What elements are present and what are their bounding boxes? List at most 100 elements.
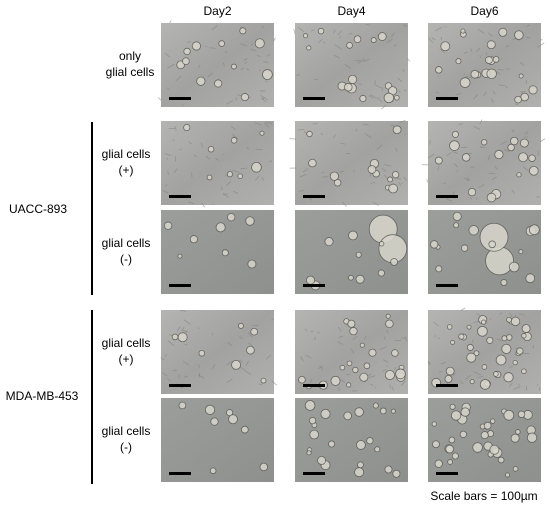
texture: [401, 182, 403, 185]
texture: [479, 55, 481, 59]
texture: [248, 332, 254, 339]
cell: [357, 461, 364, 469]
texture: [264, 122, 270, 128]
texture: [381, 104, 387, 110]
texture: [230, 126, 236, 130]
cell: [435, 265, 443, 273]
cell: [346, 360, 353, 367]
texture: [427, 360, 431, 366]
texture: [222, 192, 229, 198]
texture: [479, 146, 486, 149]
texture: [338, 335, 344, 338]
micrograph: [295, 310, 408, 394]
texture: [265, 354, 272, 360]
texture: [265, 121, 273, 125]
cell: [230, 137, 238, 144]
cell: [450, 339, 455, 345]
texture: [233, 190, 239, 194]
texture: [452, 151, 458, 154]
texture: [224, 50, 228, 53]
cell: [479, 379, 491, 390]
cell: [483, 421, 492, 430]
texture: [239, 336, 243, 339]
scale-bar: [169, 97, 191, 100]
cell: [515, 429, 521, 435]
cell: [492, 56, 500, 63]
cell: [528, 85, 538, 95]
cell: [302, 33, 309, 39]
cell: [196, 76, 206, 86]
texture: [261, 176, 265, 181]
texture: [477, 28, 485, 34]
cell: [226, 171, 233, 178]
cell: [490, 418, 496, 424]
texture: [197, 374, 205, 379]
texture: [398, 182, 402, 187]
cell: [384, 465, 393, 474]
texture: [473, 371, 482, 376]
texture: [463, 51, 469, 54]
texture: [220, 186, 223, 190]
scale-bar: [436, 195, 458, 198]
texture: [536, 384, 539, 386]
cell: [231, 63, 237, 70]
texture: [394, 367, 397, 371]
texture: [496, 338, 502, 342]
cell: [198, 349, 206, 357]
texture: [265, 80, 268, 82]
row-label: glial cells: [102, 147, 151, 161]
cell: [356, 440, 366, 450]
texture: [365, 23, 371, 26]
texture: [429, 139, 431, 145]
cell: [384, 370, 395, 381]
cell: [450, 410, 462, 421]
texture: [299, 173, 307, 178]
micrograph: [421, 119, 546, 205]
micrograph: [161, 398, 274, 482]
cell: [372, 402, 379, 409]
texture: [471, 339, 474, 344]
cell: [304, 400, 316, 411]
texture: [211, 364, 216, 370]
texture: [370, 383, 374, 387]
cell: [501, 343, 512, 354]
cell: [481, 139, 488, 146]
texture: [374, 80, 377, 85]
texture: [374, 84, 382, 89]
cell: [501, 335, 508, 342]
cell: [385, 319, 394, 329]
image-background: [161, 210, 274, 294]
cell: [461, 153, 471, 162]
texture: [437, 165, 440, 171]
cell: [306, 130, 313, 138]
cell: [239, 27, 247, 35]
texture: [451, 373, 456, 377]
cell: [237, 322, 244, 329]
cell: [177, 332, 188, 343]
cell: [349, 327, 358, 336]
texture: [488, 32, 493, 37]
scale-bar: [169, 284, 191, 287]
texture: [209, 47, 216, 49]
cell: [460, 28, 466, 34]
texture: [455, 92, 461, 96]
texture: [215, 157, 220, 161]
cell: [528, 224, 540, 236]
texture: [509, 312, 513, 317]
texture: [513, 386, 521, 390]
texture: [260, 95, 268, 101]
cell: [320, 408, 331, 419]
cell: [171, 333, 179, 341]
cell: [209, 467, 217, 475]
texture: [320, 132, 323, 136]
cell: [231, 359, 242, 370]
texture: [500, 140, 508, 145]
cell: [444, 375, 453, 383]
cell: [348, 230, 358, 241]
texture: [437, 337, 440, 339]
texture: [167, 340, 175, 347]
texture: [382, 359, 389, 363]
texture: [302, 168, 309, 173]
texture: [460, 307, 466, 311]
texture: [477, 376, 484, 379]
